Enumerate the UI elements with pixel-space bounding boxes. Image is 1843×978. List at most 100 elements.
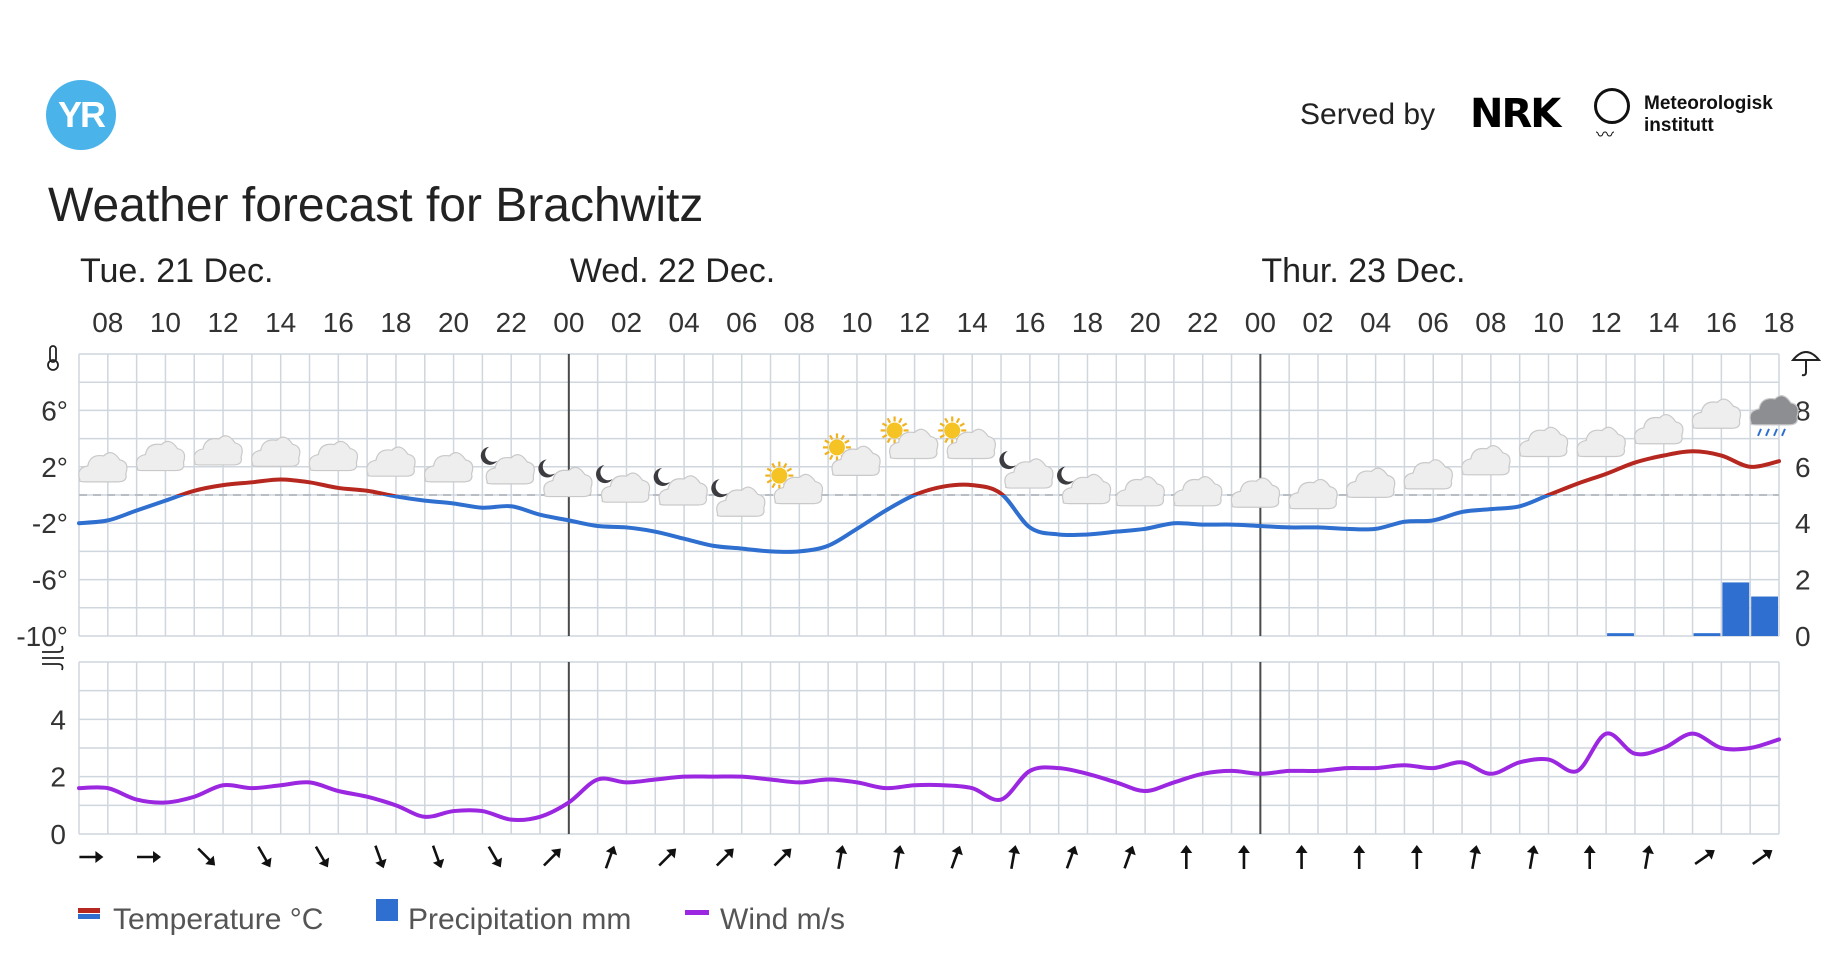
hour-tick-label: 16 <box>1706 307 1737 338</box>
moon-icon <box>1057 466 1074 485</box>
cloud-icon <box>485 454 535 485</box>
hour-tick-label: 14 <box>1648 307 1679 338</box>
wind-arrow-icon <box>314 845 330 868</box>
hour-tick-label: 08 <box>784 307 815 338</box>
wind-arrow-icon <box>835 845 848 870</box>
wind-arrow-icon <box>1065 845 1079 869</box>
hour-tick-label: 12 <box>207 307 238 338</box>
wind-tick-label: 0 <box>50 819 66 850</box>
wind-icon <box>42 645 64 671</box>
moon-icon <box>480 446 498 465</box>
legend: Temperature °C Precipitation mm Wind m/s <box>78 899 845 936</box>
met-wave-icon: 〰 <box>1596 125 1614 145</box>
wind-arrow-icon <box>1526 845 1539 870</box>
cloud-icon <box>1230 477 1281 508</box>
rain-icon <box>1757 428 1786 437</box>
hour-tick-label: 22 <box>496 307 527 338</box>
wind-tick-label: 4 <box>50 704 66 735</box>
precipitation-bar <box>1722 582 1750 636</box>
precipitation-bar <box>1693 633 1721 636</box>
wind-grid <box>78 661 1780 835</box>
wind-arrow-icon <box>1642 845 1654 870</box>
cloud-icon <box>600 472 651 503</box>
hour-tick-label: 20 <box>438 307 469 338</box>
moon-icon <box>711 479 728 498</box>
temperature-tick-label: -6° <box>32 565 68 596</box>
wind-arrow-icon <box>543 848 561 867</box>
yr-logo[interactable]: YR <box>46 80 116 150</box>
day-labels: Tue. 21 Dec. Wed. 22 Dec. Thur. 23 Dec. <box>80 252 1465 290</box>
wind-arrow-icon <box>1237 845 1250 869</box>
wind-arrow-icon <box>1469 845 1482 870</box>
wind-arrow-icon <box>1410 845 1423 869</box>
hour-tick-label: 08 <box>92 307 123 338</box>
temperature-tick-label: -2° <box>32 508 68 539</box>
temperature-tick-label: 6° <box>41 395 68 426</box>
cloud-icon <box>946 428 996 460</box>
temperature-line-cold <box>77 495 1554 554</box>
legend-precipitation-label: Precipitation mm <box>408 903 631 936</box>
legend-wind-swatch <box>685 910 709 915</box>
met-line1: Meteorologisk <box>1644 93 1773 114</box>
umbrella-icon <box>1790 351 1822 377</box>
hour-labels: 08 10 12 14 16 18 20 22 00 02 04 06 08 10 12 14 16 18 20 22… <box>92 307 1794 338</box>
hour-tick-label: 00 <box>553 307 584 338</box>
cloud-icon <box>658 475 708 506</box>
wind-line <box>77 731 1781 823</box>
wind-arrow-icon <box>137 851 162 863</box>
hour-tick-label: 02 <box>611 307 642 338</box>
hour-tick-label: 04 <box>669 307 700 338</box>
legend-temp-swatch-warm <box>78 908 100 913</box>
cloud-icon <box>1346 467 1396 498</box>
page-title: Weather forecast for Brachwitz <box>48 179 704 232</box>
temperature-grid <box>78 353 1780 637</box>
precipitation-tick-label: 8 <box>1795 395 1811 426</box>
cloud-icon <box>366 446 416 477</box>
wind-arrow-icon <box>715 848 734 867</box>
axis-labels: 6° 2° -2° -6° -10° 8 6 4 2 0 4 2 0 <box>16 395 1810 850</box>
cloud-icon <box>1634 413 1684 445</box>
wind-arrow-icon <box>431 845 445 869</box>
hour-tick-label: 06 <box>726 307 757 338</box>
wind-arrow-icon <box>950 845 963 869</box>
moon-icon <box>595 465 613 484</box>
wind-arrow-icon <box>197 847 216 866</box>
cloud-icon <box>1403 459 1453 490</box>
precipitation-tick-label: 4 <box>1795 508 1811 539</box>
hour-tick-label: 18 <box>380 307 411 338</box>
wind-arrow-icon <box>1752 849 1773 865</box>
wind-arrow-icon <box>1583 845 1596 869</box>
cloud-icon <box>251 436 301 467</box>
hour-tick-label: 14 <box>957 307 988 338</box>
cloud-icon <box>1518 426 1569 458</box>
met-line2: institutt <box>1644 115 1714 136</box>
cloud-icon <box>1004 458 1054 489</box>
wind-arrow-icon <box>892 845 905 870</box>
hour-tick-label: 16 <box>1014 307 1045 338</box>
wind-tick-label: 2 <box>50 762 66 793</box>
hour-tick-label: 06 <box>1418 307 1449 338</box>
hour-tick-label: 10 <box>150 307 181 338</box>
precipitation-tick-label: 2 <box>1795 565 1811 596</box>
legend-temp-swatch-cold <box>78 914 100 919</box>
nrk-logo[interactable]: NRK <box>1470 91 1561 137</box>
temperature-series <box>77 449 1781 554</box>
hour-tick-label: 12 <box>1591 307 1622 338</box>
precipitation-tick-label: 0 <box>1795 621 1811 652</box>
hour-tick-label: 04 <box>1360 307 1391 338</box>
hour-tick-label: 02 <box>1302 307 1333 338</box>
hour-tick-label: 16 <box>323 307 354 338</box>
precipitation-tick-label: 6 <box>1795 452 1811 483</box>
wind-arrow-icon <box>604 845 618 869</box>
day-label: Tue. 21 Dec. <box>80 252 273 290</box>
wind-arrow-icon <box>1295 845 1308 869</box>
hour-tick-label: 10 <box>841 307 872 338</box>
legend-wind-label: Wind m/s <box>720 903 845 936</box>
hour-tick-label: 14 <box>265 307 296 338</box>
met-institute-logo[interactable]: Meteorologisk institutt <box>1644 93 1804 137</box>
precipitation-bar <box>1751 596 1778 636</box>
temperature-line-warm <box>175 449 1781 495</box>
weather-symbols <box>78 395 1799 517</box>
cloud-icon <box>1061 473 1112 505</box>
